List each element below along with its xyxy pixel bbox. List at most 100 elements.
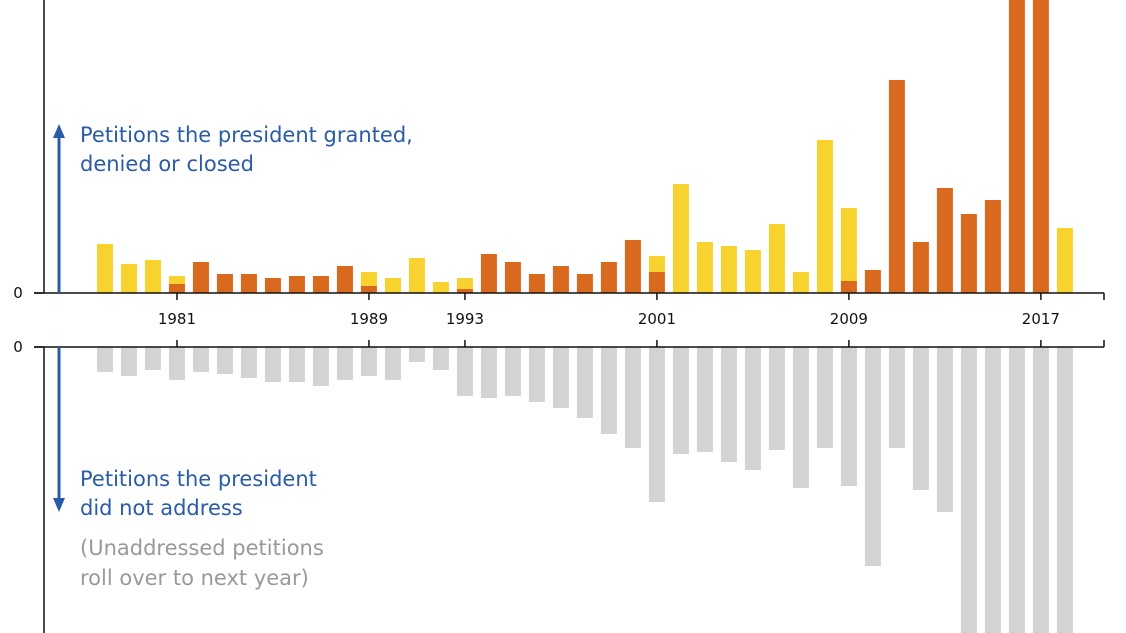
bar [984, 200, 1001, 293]
bar [360, 347, 377, 376]
bar [264, 347, 281, 382]
bar-group [96, 0, 1073, 293]
bar [384, 278, 401, 293]
bar [960, 214, 977, 293]
bar [672, 184, 689, 293]
bar [552, 266, 569, 293]
bar [504, 262, 521, 293]
bar [1056, 228, 1073, 293]
bar [552, 347, 569, 408]
bar [96, 347, 113, 372]
bar [336, 347, 353, 380]
bar [1032, 347, 1049, 633]
bar [816, 347, 833, 448]
bar [408, 258, 425, 293]
bar [1056, 347, 1073, 633]
bar [528, 347, 545, 402]
arrow-head [53, 124, 65, 138]
annotation: Petitions the president [80, 467, 317, 491]
bar [288, 347, 305, 382]
x-tick-label: 1989 [350, 310, 388, 328]
bar [360, 272, 377, 286]
bar [768, 224, 785, 293]
bar [168, 276, 185, 284]
annotation: Petitions the president granted, [80, 123, 413, 147]
bar [1008, 347, 1025, 633]
bar [528, 274, 545, 293]
bar [864, 270, 881, 293]
bar [888, 80, 905, 293]
bar [960, 347, 977, 633]
bar [432, 282, 449, 293]
bar [888, 347, 905, 448]
bar [648, 347, 665, 502]
y-tick-label: 0 [13, 338, 23, 356]
bar [936, 347, 953, 512]
bar [816, 140, 833, 293]
bar [792, 272, 809, 293]
bar [696, 347, 713, 452]
bar [120, 347, 137, 376]
bar [720, 347, 737, 462]
bar [384, 347, 401, 380]
bar [648, 256, 665, 272]
bars [96, 0, 1073, 633]
bar [216, 274, 233, 293]
annotation: denied or closed [80, 152, 254, 176]
bar [456, 289, 473, 293]
bar [96, 244, 113, 293]
bar [840, 281, 857, 293]
bar [792, 347, 809, 488]
bar [744, 250, 761, 293]
bar [864, 347, 881, 566]
bar [192, 347, 209, 372]
bar [312, 347, 329, 386]
bar [408, 347, 425, 362]
bar [912, 242, 929, 293]
bar [432, 347, 449, 370]
bar [912, 347, 929, 490]
bar [600, 262, 617, 293]
bar [480, 347, 497, 398]
bar [144, 260, 161, 293]
bar [456, 278, 473, 289]
bar [360, 286, 377, 293]
bar [600, 347, 617, 434]
bar [336, 266, 353, 293]
bar [840, 347, 857, 486]
bar [696, 242, 713, 293]
bar [480, 254, 497, 293]
annotation: did not address [80, 496, 243, 520]
bar [720, 246, 737, 293]
bar [216, 347, 233, 374]
note: roll over to next year) [80, 566, 309, 590]
x-tick-label: 2009 [830, 310, 868, 328]
arrow-head [53, 498, 65, 512]
bar [240, 274, 257, 293]
bar [624, 347, 641, 448]
bar [744, 347, 761, 470]
bar [192, 262, 209, 293]
x-tick-label: 1993 [446, 310, 484, 328]
bar [576, 274, 593, 293]
bar [984, 347, 1001, 633]
bar [264, 278, 281, 293]
bar [1008, 0, 1025, 293]
bar [576, 347, 593, 418]
note: (Unaddressed petitions [80, 536, 324, 560]
bar [120, 264, 137, 293]
x-tick-label: 2017 [1022, 310, 1060, 328]
bar [648, 272, 665, 293]
bar [504, 347, 521, 396]
bar [144, 347, 161, 370]
bar-group [96, 347, 1073, 633]
bar [312, 276, 329, 293]
y-tick-label: 0 [13, 284, 23, 302]
bar [456, 347, 473, 396]
bar [168, 284, 185, 293]
bar [1032, 0, 1049, 293]
bar [840, 208, 857, 281]
bar [288, 276, 305, 293]
bar [624, 240, 641, 293]
